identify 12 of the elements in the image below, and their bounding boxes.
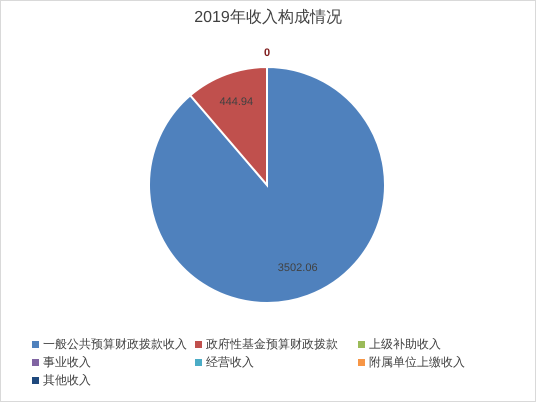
pie-slice — [148, 66, 386, 304]
legend-label: 事业收入 — [43, 355, 91, 370]
legend-label: 上级补助收入 — [369, 337, 441, 352]
data-label: 3502.06 — [278, 262, 318, 274]
data-label: 444.94 — [219, 96, 254, 108]
chart-title: 2019年收入构成情况 — [194, 8, 342, 26]
legend-label: 经营收入 — [206, 355, 254, 370]
legend-label: 其他收入 — [43, 373, 91, 388]
legend-label: 政府性基金预算财政拨款 — [206, 337, 338, 352]
text: 0 — [264, 46, 270, 59]
legend-label: 一般公共预算财政拨款收入 — [43, 337, 187, 352]
legend-label: 附属单位上缴收入 — [369, 355, 465, 370]
